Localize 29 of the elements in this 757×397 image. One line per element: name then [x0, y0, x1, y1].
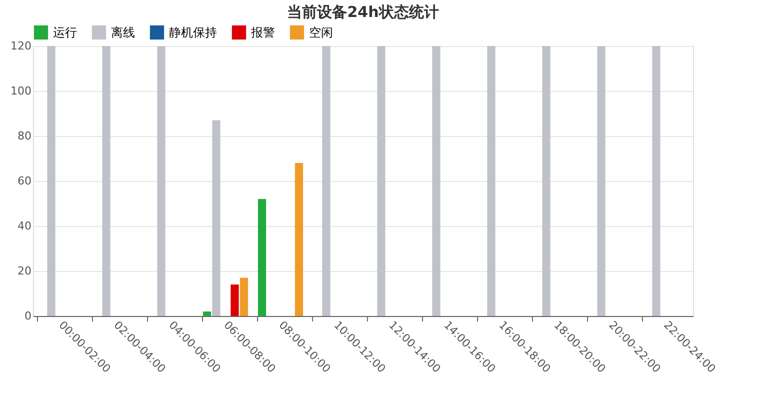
y-tick-label: 120	[10, 40, 32, 52]
legend-label: 运行	[53, 25, 77, 40]
bar	[377, 46, 386, 316]
bar	[258, 199, 266, 316]
legend-label: 报警	[250, 25, 275, 40]
y-tick-label: 0	[24, 310, 32, 322]
bar	[322, 46, 330, 316]
bar	[240, 278, 248, 316]
bar	[294, 163, 304, 316]
legend-label: 静机保持	[169, 25, 217, 40]
bar	[652, 46, 660, 316]
bar	[432, 46, 440, 316]
y-tick-label: 20	[18, 264, 32, 278]
legend-label: 离线	[111, 25, 135, 40]
y-tick-label: 60	[18, 174, 32, 188]
bar	[597, 46, 606, 316]
y-tick-label: 80	[18, 130, 32, 142]
bar	[47, 46, 56, 316]
bar	[102, 46, 110, 316]
y-tick-label: 100	[10, 84, 32, 98]
bar	[542, 46, 550, 316]
legend-label: 空闲	[309, 25, 333, 40]
bar	[157, 46, 166, 316]
bar	[487, 46, 496, 316]
bar	[230, 284, 239, 316]
bar	[202, 312, 212, 316]
chart-title: 当前设备24h状态统计	[287, 3, 439, 21]
bar	[212, 120, 220, 316]
y-tick-label: 40	[18, 220, 32, 232]
